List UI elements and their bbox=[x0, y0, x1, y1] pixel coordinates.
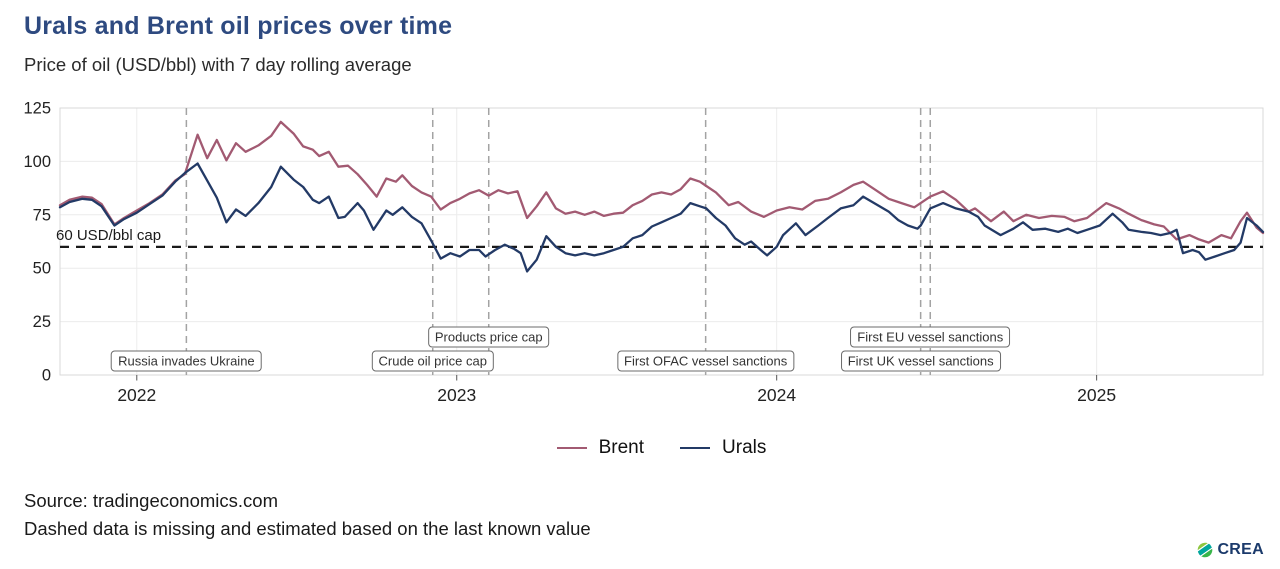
x-tick-label: 2025 bbox=[1077, 385, 1116, 405]
series-urals bbox=[58, 162, 1265, 273]
source-text: Source: tradingeconomics.com bbox=[24, 490, 278, 511]
legend-swatch bbox=[556, 447, 587, 449]
crea-logo: CREA bbox=[1197, 541, 1264, 559]
crea-logo-text: CREA bbox=[1217, 541, 1264, 558]
y-tick-label: 125 bbox=[23, 100, 51, 118]
price-chart: 60 USD/bbl cap 2022 2023 2024 2025 0 25 50 75 100… bbox=[0, 95, 1280, 415]
chart-footer: Source: tradingeconomics.com Dashed data… bbox=[24, 487, 591, 543]
y-tick-label: 75 bbox=[33, 206, 51, 224]
y-tick-label: 100 bbox=[23, 153, 51, 171]
chart-legend: Brent Urals bbox=[60, 432, 1263, 464]
x-tick-label: 2023 bbox=[437, 385, 476, 405]
y-tick-label: 0 bbox=[42, 367, 51, 385]
page-title: Urals and Brent oil prices over time bbox=[24, 12, 453, 40]
legend-item-brent: Brent bbox=[556, 437, 645, 459]
x-tick-label: 2024 bbox=[757, 385, 796, 405]
series-brent bbox=[58, 120, 1265, 244]
legend-label: Urals bbox=[722, 437, 767, 458]
y-tick-label: 25 bbox=[33, 313, 51, 331]
plot-frame bbox=[59, 107, 1264, 376]
crea-logo-icon bbox=[1197, 542, 1214, 558]
cap-line-label: 60 USD/bbl cap bbox=[56, 227, 161, 244]
y-tick-label: 50 bbox=[33, 260, 51, 278]
legend-swatch bbox=[680, 447, 711, 449]
legend-label: Brent bbox=[598, 437, 645, 458]
x-tick-label: 2022 bbox=[117, 385, 156, 405]
data-note-text: Dashed data is missing and estimated bas… bbox=[24, 518, 591, 539]
page-subtitle: Price of oil (USD/bbl) with 7 day rollin… bbox=[24, 54, 412, 75]
price-chart-canvas: 60 USD/bbl cap 2022 2023 2024 2025 0 25 50 75 100… bbox=[23, 100, 1265, 405]
legend-item-urals: Urals bbox=[680, 437, 766, 459]
